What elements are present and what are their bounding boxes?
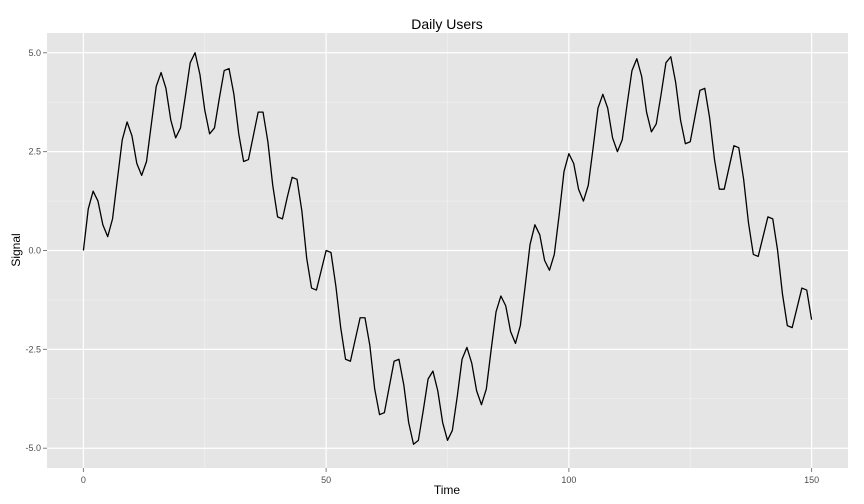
major-gridlines-y	[47, 52, 848, 449]
series-layer	[82, 52, 813, 445]
x-tick-label: 100	[561, 475, 576, 485]
x-axis-title: Time	[434, 483, 461, 497]
y-tick-label: 5.0	[28, 48, 41, 58]
x-tick-label: 150	[804, 475, 819, 485]
chart-title: Daily Users	[411, 16, 483, 32]
y-tick-label: -5.0	[25, 443, 41, 453]
x-tick-label: 50	[321, 475, 331, 485]
y-axis-ticks: -5.0 -2.5 0.0 2.5 5.0	[25, 48, 47, 453]
y-tick-label: -2.5	[25, 344, 41, 354]
y-axis-title: Signal	[9, 233, 23, 266]
y-tick-label: 2.5	[28, 147, 41, 157]
y-tick-label: 0.0	[28, 246, 41, 256]
series-line-0	[82, 52, 813, 445]
x-tick-label: 0	[81, 475, 86, 485]
x-axis-ticks: 0 50 100 150	[81, 468, 819, 485]
